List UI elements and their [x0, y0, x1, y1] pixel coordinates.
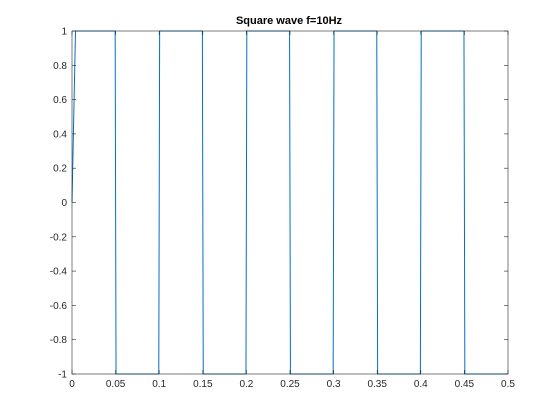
x-tick-label-1: 0.05 — [106, 379, 126, 390]
x-tick-label-4: 0.2 — [239, 379, 253, 390]
chart-title: Square wave f=10Hz — [236, 15, 343, 27]
y-tick-label-9: -0.8 — [50, 335, 68, 346]
y-tick-label-4: 0.2 — [53, 164, 67, 175]
y-tick-label-1: 0.8 — [53, 61, 67, 72]
x-tick-label-10: 0.5 — [501, 379, 515, 390]
y-tick-label-10: -1 — [58, 370, 67, 381]
y-tick-label-7: -0.4 — [50, 267, 68, 278]
y-tick-label-5: 0 — [61, 198, 67, 209]
ticks-layer: 0 0.05 0.1 0.15 0.2 0.25 0.3 0.35 0.4 0.45 0.5 1 0.8… — [50, 27, 516, 391]
y-tick-label-8: -0.6 — [50, 301, 68, 312]
x-tick-label-2: 0.1 — [152, 379, 166, 390]
x-tick-label-9: 0.45 — [455, 379, 475, 390]
x-tick-label-3: 0.15 — [193, 379, 213, 390]
axes-box — [71, 30, 509, 375]
x-tick-label-0: 0 — [69, 379, 75, 390]
y-tick-label-3: 0.4 — [53, 129, 67, 140]
y-tick-label-6: -0.2 — [50, 232, 68, 243]
x-tick-label-6: 0.3 — [327, 379, 341, 390]
x-tick-label-8: 0.4 — [414, 379, 428, 390]
y-tick-label-0: 1 — [61, 27, 67, 38]
y-tick-label-2: 0.6 — [53, 95, 67, 106]
x-tick-label-7: 0.35 — [367, 379, 387, 390]
x-tick-label-5: 0.25 — [280, 379, 300, 390]
